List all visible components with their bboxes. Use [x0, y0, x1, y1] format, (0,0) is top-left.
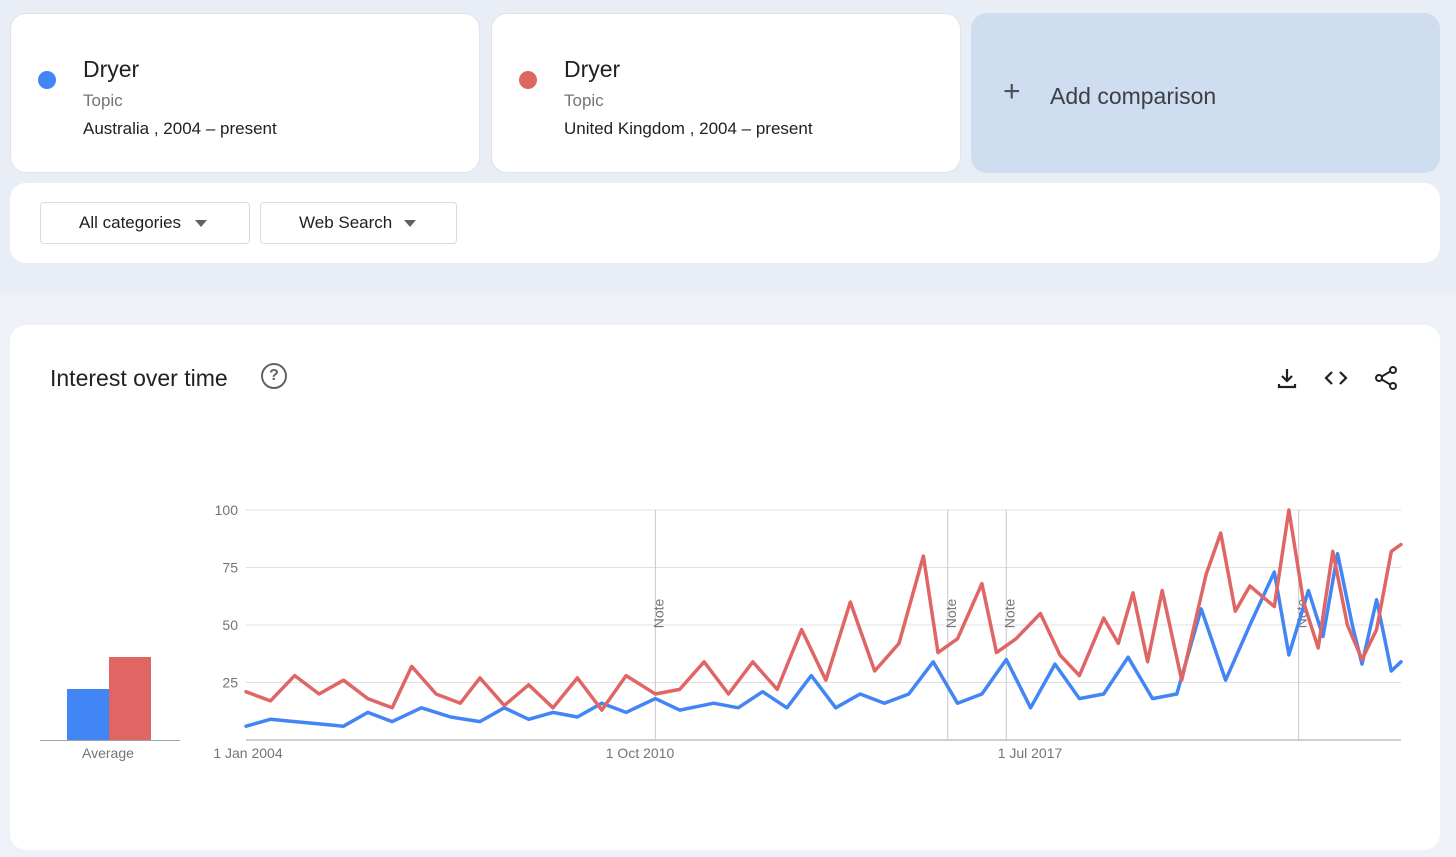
- term-scope: Australia , 2004 – present: [83, 119, 277, 138]
- x-tick-label: 1 Jan 2004: [213, 745, 282, 761]
- plus-icon: +: [1003, 75, 1021, 108]
- average-axis: [40, 740, 180, 741]
- term-scope: United Kingdom , 2004 – present: [564, 119, 813, 138]
- note-label: Note: [650, 599, 666, 629]
- note-label: Note: [943, 599, 959, 629]
- series-line-australia: [244, 551, 1403, 728]
- chevron-down-icon: [195, 219, 208, 227]
- x-tick-label: 1 Jul 2017: [998, 745, 1063, 761]
- help-icon[interactable]: ?: [261, 363, 287, 389]
- term-type: Topic: [564, 91, 604, 110]
- series-line-united-kingdom: [244, 508, 1403, 712]
- y-tick-label: 75: [222, 560, 238, 576]
- term-card-united-kingdom[interactable]: Dryer Topic United Kingdom , 2004 – pres…: [491, 13, 961, 173]
- chevron-down-icon: [404, 219, 417, 227]
- term-name: Dryer: [83, 56, 140, 82]
- average-label: Average: [82, 745, 134, 761]
- category-dropdown[interactable]: All categories: [40, 202, 250, 244]
- add-comparison-button[interactable]: + Add comparison: [971, 13, 1440, 173]
- series-color-dot: [38, 71, 56, 89]
- download-icon[interactable]: [1274, 365, 1300, 391]
- category-dropdown-label: All categories: [79, 213, 182, 232]
- search-type-dropdown-label: Web Search: [299, 213, 393, 232]
- search-type-dropdown[interactable]: Web Search: [260, 202, 457, 244]
- average-bar-australia: [67, 689, 109, 740]
- term-card-australia[interactable]: Dryer Topic Australia , 2004 – present: [10, 13, 480, 173]
- term-name: Dryer: [564, 56, 621, 82]
- add-comparison-label: Add comparison: [1050, 83, 1217, 109]
- term-type: Topic: [83, 91, 123, 110]
- section-title: Interest over time: [50, 365, 228, 391]
- series-color-dot: [519, 71, 537, 89]
- y-tick-label: 50: [222, 617, 238, 633]
- x-tick-label: 1 Oct 2010: [606, 745, 675, 761]
- y-tick-label: 25: [222, 675, 238, 691]
- embed-code-icon[interactable]: [1323, 365, 1349, 391]
- note-label: Note: [1001, 599, 1017, 629]
- filter-bar: All categories Web Search: [10, 183, 1440, 263]
- average-bar-united-kingdom: [109, 657, 151, 740]
- y-tick-label: 100: [215, 502, 239, 518]
- interest-over-time-card: Interest over time ? Average 25 50 75 100 No…: [10, 325, 1440, 850]
- share-icon[interactable]: [1373, 365, 1399, 391]
